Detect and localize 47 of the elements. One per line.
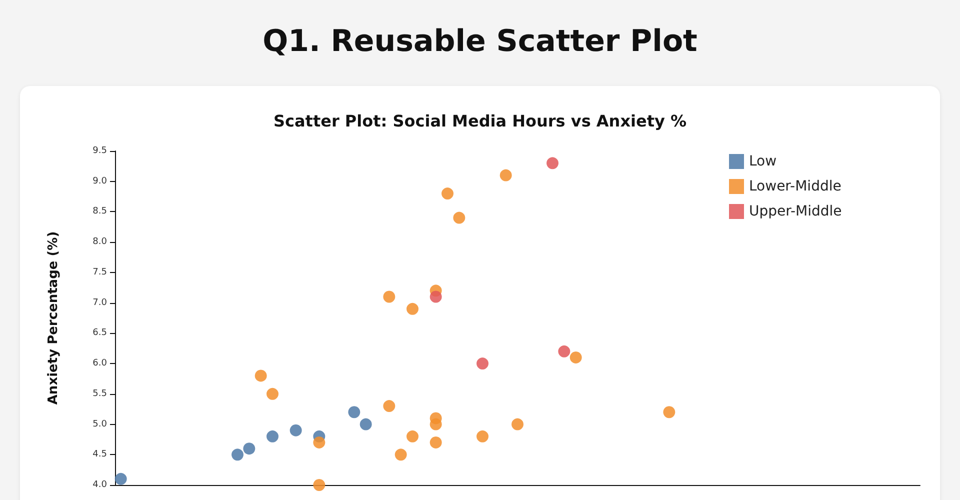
point [360,418,372,430]
point [500,169,512,182]
y-tick-label: 4.0 [92,480,108,490]
y-tick-label: 5.0 [92,419,108,430]
y-tick-label: 6.5 [92,328,107,338]
legend-label: Lower-Middle [749,178,842,194]
point [313,479,326,491]
y-tick-label: 5.5 [92,388,107,399]
point [243,442,256,455]
point [430,436,442,448]
y-tick-label: 7.5 [92,267,107,278]
y-tick-label: 4.5 [92,450,107,460]
point [476,430,488,442]
point [430,412,442,424]
point [290,424,302,436]
point [348,406,360,418]
point [442,188,454,200]
y-tick-label: 9.0 [92,176,108,186]
point [512,418,524,430]
y-tick-label: 7.0 [92,298,108,308]
point [114,472,127,485]
point [266,430,278,442]
point [453,212,466,224]
point [406,430,418,442]
point [313,436,326,448]
point [476,358,488,370]
y-tick-label: 6.0 [92,358,108,369]
point [406,302,418,315]
point [546,157,558,170]
text: Q1. Reusable Scatter Plot [262,24,698,59]
legend-label: Low [749,154,777,170]
y-axis-title: Anxiety Percentage (%) [46,231,61,405]
chart-title: Scatter Plot: Social Media Hours vs Anxiety % [273,112,687,130]
y-tick-label: 8.5 [92,206,107,217]
point [394,448,407,461]
point [663,406,676,418]
point [383,290,396,303]
legend-label: Upper-Middle [749,204,842,220]
y-tick-label: 9.5 [92,146,107,156]
point [570,351,582,364]
point [232,448,244,461]
point [254,370,267,382]
point [558,345,570,358]
point [383,400,396,412]
point [266,388,278,400]
y-tick-label: 8.0 [92,237,108,248]
point [430,290,442,303]
